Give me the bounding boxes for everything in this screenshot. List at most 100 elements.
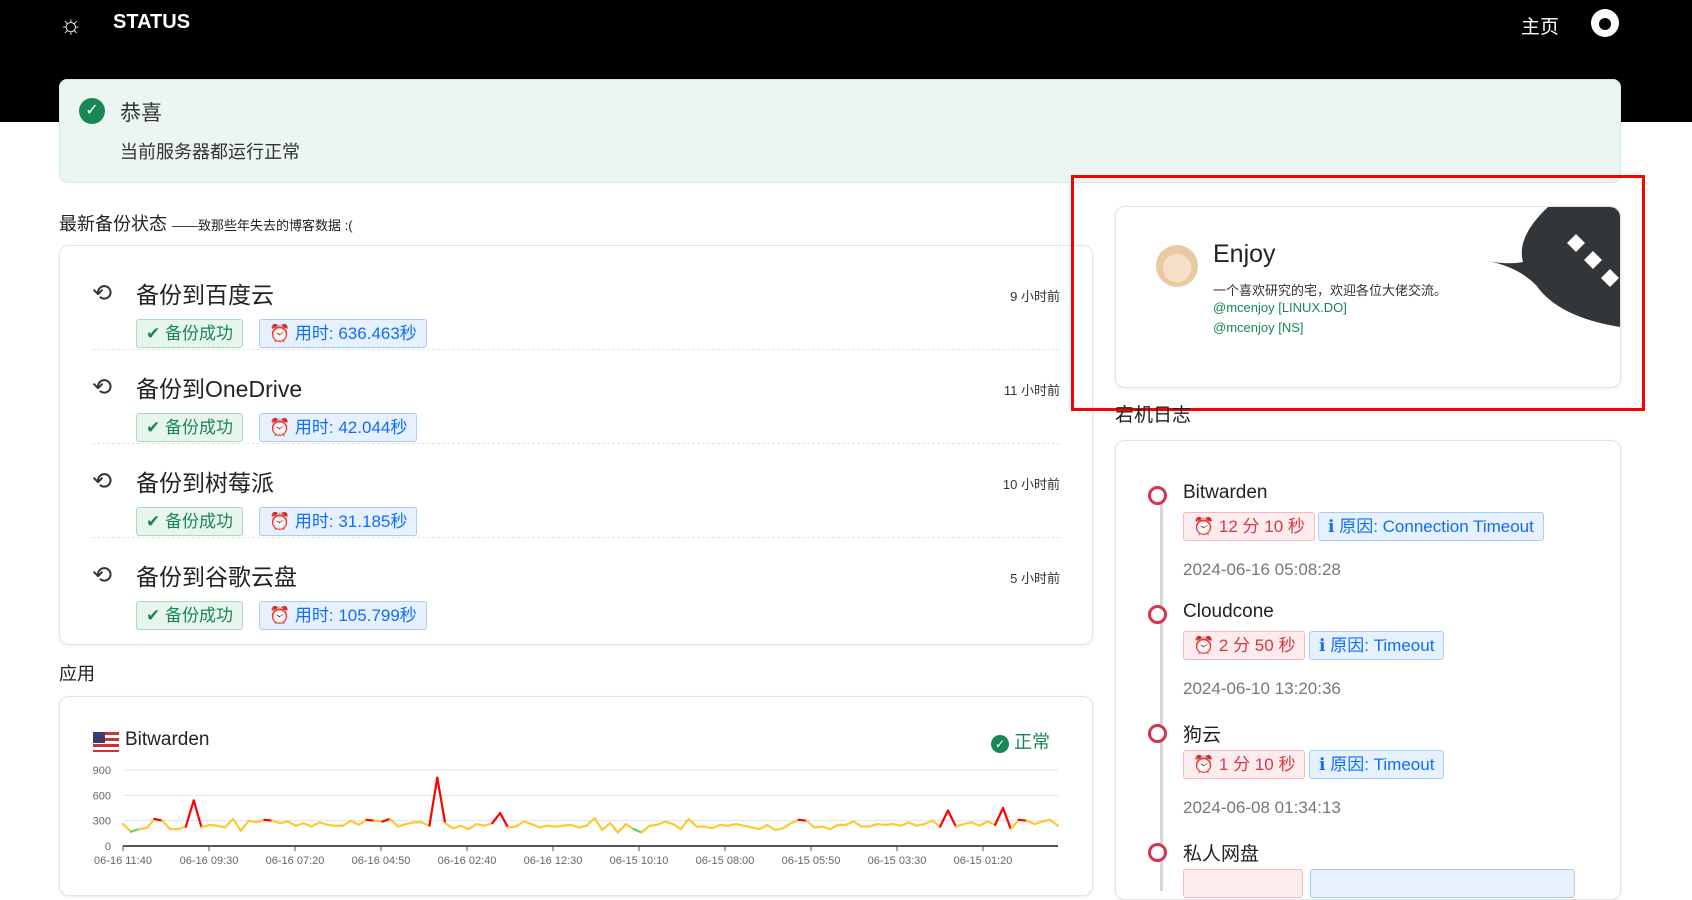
line-segment — [279, 820, 290, 825]
line-segment — [271, 819, 282, 825]
profile-desc: 一个喜欢研究的宅，欢迎各位大佬交流。 — [1213, 283, 1448, 298]
downtime-reason-badge: ℹ 原因: Timeout — [1309, 631, 1445, 660]
x-tick-label: 06-16 07:20 — [266, 855, 325, 867]
line-segment — [263, 818, 274, 822]
timeline-dot — [1148, 724, 1167, 743]
downtime-duration-badge: ⏰ 12 分 10 秒 — [1183, 512, 1315, 541]
line-segment — [341, 819, 352, 827]
line-segment — [719, 823, 730, 827]
line-segment — [326, 823, 337, 827]
profile-card: Enjoy 一个喜欢研究的宅，欢迎各位大佬交流。 @mcenjoy [LINUX… — [1115, 206, 1621, 388]
profile-name: Enjoy — [1213, 240, 1276, 268]
line-segment — [726, 822, 737, 827]
line-segment — [420, 821, 431, 827]
line-segment — [561, 823, 572, 827]
downtime-reason-badge — [1310, 869, 1575, 898]
backup-time-ago: 9 小时前 — [1010, 289, 1060, 304]
line-segment — [1049, 818, 1060, 827]
line-segment — [192, 799, 203, 829]
line-segment — [255, 818, 266, 824]
backup-duration-badge: ⏰ 用时: 31.185秒 — [259, 507, 418, 536]
check-circle-icon: ✔ — [146, 418, 161, 437]
backup-time-ago: 5 小时前 — [1010, 571, 1060, 586]
nav-home-link[interactable]: 主页 — [1521, 17, 1560, 38]
duration-text: 用时: 636.463秒 — [294, 324, 417, 343]
downtime-name: 私人网盘 — [1183, 844, 1260, 865]
timeline-dot — [1148, 486, 1167, 505]
line-segment — [868, 822, 879, 828]
line-segment — [224, 817, 235, 829]
line-segment — [522, 820, 533, 826]
line-segment — [373, 819, 384, 823]
alarm-clock-icon: ⏰ — [1193, 636, 1215, 655]
line-segment — [1025, 819, 1036, 826]
alarm-clock-icon: ⏰ — [269, 606, 291, 625]
line-segment — [939, 809, 950, 828]
line-segment — [954, 822, 965, 828]
ns-link[interactable]: @mcenjoy [NS] — [1213, 320, 1304, 335]
line-segment — [389, 817, 400, 828]
reason-text: 原因: Timeout — [1330, 636, 1435, 655]
line-segment — [349, 819, 360, 826]
line-segment — [978, 820, 989, 827]
line-segment — [734, 822, 745, 827]
backup-status-badge: ✔ 备份成功 — [136, 319, 243, 348]
duration-text: 用时: 105.799秒 — [294, 606, 417, 625]
line-segment — [200, 823, 211, 829]
backup-duration-badge: ⏰ 用时: 105.799秒 — [259, 601, 427, 630]
line-segment — [946, 809, 957, 828]
line-segment — [357, 818, 368, 826]
app-name: Bitwarden — [125, 729, 210, 750]
history-icon: ⟲ — [92, 562, 113, 589]
line-segment — [986, 820, 997, 826]
y-tick-label: 0 — [105, 841, 111, 853]
line-segment — [994, 806, 1005, 826]
line-segment — [475, 822, 486, 827]
line-segment — [970, 821, 981, 827]
brand-title[interactable]: STATUS — [113, 11, 191, 33]
x-tick-label: 06-15 10:10 — [610, 855, 669, 867]
apps-section-title: 应用 — [59, 664, 95, 684]
line-segment — [656, 820, 667, 826]
line-segment — [1017, 818, 1028, 822]
line-segment — [129, 828, 140, 833]
line-segment — [404, 821, 415, 826]
x-tick-label: 06-16 09:30 — [180, 855, 239, 867]
line-segment — [797, 818, 808, 822]
line-segment — [381, 817, 392, 823]
avatar — [1156, 245, 1198, 287]
timeline-dot — [1148, 843, 1167, 862]
backup-name: 备份到树莓派 — [136, 470, 274, 496]
us-flag-icon — [93, 732, 119, 752]
backup-name: 备份到百度云 — [136, 282, 274, 308]
sun-icon[interactable]: ☼ — [59, 9, 83, 39]
backup-subtitle: ——致那些年失去的博客数据 :( — [172, 218, 353, 233]
timeline-line — [1160, 491, 1163, 891]
status-text: 备份成功 — [164, 324, 233, 343]
y-tick-label: 300 — [93, 816, 111, 828]
history-icon: ⟲ — [92, 374, 113, 401]
backup-status-badge: ✔ 备份成功 — [136, 601, 243, 630]
alarm-clock-icon: ⏰ — [269, 418, 291, 437]
line-segment — [766, 823, 777, 832]
github-icon[interactable] — [1591, 9, 1619, 37]
linuxdo-link[interactable]: @mcenjoy [LINUX.DO] — [1213, 300, 1347, 315]
alert-message: 当前服务器都运行正常 — [120, 142, 300, 162]
downtime-time: 2024-06-10 13:20:36 — [1183, 679, 1341, 698]
downtime-duration-badge: ⏰ 1 分 10 秒 — [1183, 750, 1306, 779]
highlight-box — [1071, 175, 1645, 411]
downtime-duration-badge: ⏰ 2 分 50 秒 — [1183, 631, 1306, 660]
x-tick-label: 06-16 11:40 — [94, 855, 152, 867]
duration-text: 1 分 10 秒 — [1218, 755, 1296, 774]
line-segment — [821, 825, 832, 831]
line-segment — [679, 817, 690, 831]
line-segment — [499, 811, 510, 829]
line-segment — [750, 826, 761, 831]
downtime-name: 狗云 — [1183, 725, 1222, 746]
line-segment — [899, 821, 910, 827]
line-segment — [648, 823, 659, 827]
line-segment — [546, 824, 557, 828]
line-segment — [365, 818, 376, 822]
line-segment — [161, 819, 172, 831]
line-segment — [436, 776, 447, 825]
